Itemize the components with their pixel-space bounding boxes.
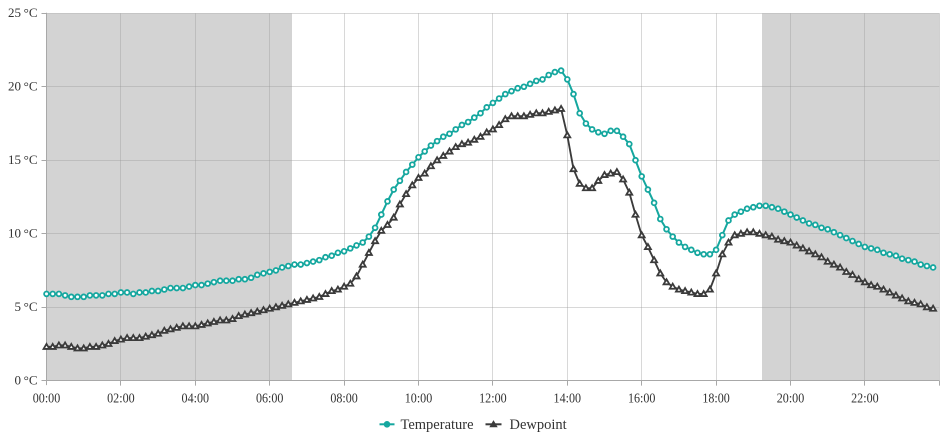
svg-text:Dewpoint: Dewpoint <box>510 417 567 432</box>
svg-text:20 °C: 20 °C <box>8 78 37 93</box>
svg-text:08:00: 08:00 <box>330 392 358 407</box>
svg-text:15 °C: 15 °C <box>8 152 37 167</box>
svg-text:12:00: 12:00 <box>479 392 507 407</box>
svg-text:10:00: 10:00 <box>405 392 433 407</box>
svg-text:25 °C: 25 °C <box>8 5 37 20</box>
svg-text:5 °C: 5 °C <box>15 299 38 314</box>
svg-text:02:00: 02:00 <box>107 392 135 407</box>
svg-text:00:00: 00:00 <box>33 392 61 407</box>
svg-text:Temperature: Temperature <box>401 417 474 432</box>
svg-text:04:00: 04:00 <box>182 392 210 407</box>
svg-text:0 °C: 0 °C <box>15 372 38 387</box>
svg-text:14:00: 14:00 <box>554 392 582 407</box>
svg-text:10 °C: 10 °C <box>8 225 37 240</box>
svg-text:06:00: 06:00 <box>256 392 284 407</box>
svg-text:20:00: 20:00 <box>777 392 805 407</box>
svg-text:22:00: 22:00 <box>851 392 879 407</box>
svg-text:18:00: 18:00 <box>702 392 730 407</box>
svg-text:16:00: 16:00 <box>628 392 656 407</box>
